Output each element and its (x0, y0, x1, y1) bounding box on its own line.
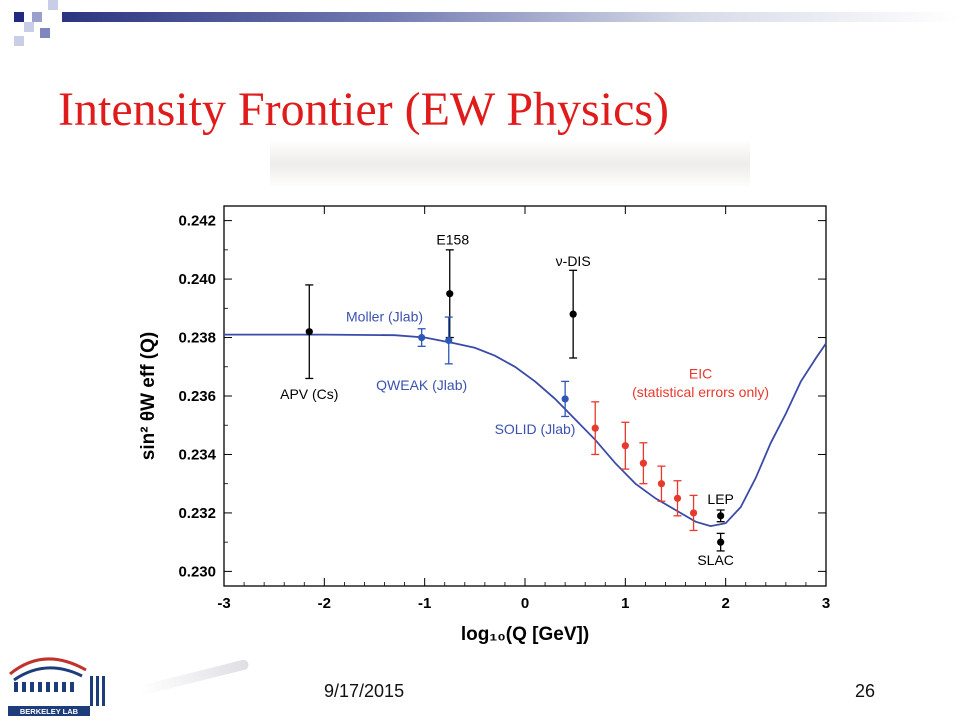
chart-annotation: Moller (Jlab) (346, 308, 423, 324)
chart-annotation: EIC (689, 365, 712, 381)
chart-annotation: SOLID (Jlab) (495, 421, 576, 437)
footer-date: 9/17/2015 (324, 681, 405, 701)
data-point (561, 395, 569, 403)
y-axis-label: sin² θW eff (Q) (138, 332, 159, 460)
annotations-group: E158 ν-DIS Moller (Jlab) APV (Cs) QWEAK (Jla… (280, 232, 769, 568)
y-tick-label: 0.242 (178, 213, 216, 230)
logo-graphic: BERKELEY LAB (8, 657, 105, 716)
berkeley-lab-logo: BERKELEY LAB (4, 640, 114, 725)
chart-annotation: E158 (436, 232, 469, 248)
page-number: 26 (855, 681, 876, 701)
slide-title: Intensity Frontier (EW Physics) (58, 83, 670, 136)
data-point (446, 290, 454, 298)
chart-annotation: QWEAK (Jlab) (376, 377, 467, 393)
y-tick-label: 0.238 (178, 330, 216, 347)
x-tick-label: -1 (418, 595, 431, 612)
chart-annotation: SLAC (697, 552, 734, 568)
data-point (717, 512, 725, 520)
chart-annotation: (statistical errors only) (632, 384, 769, 400)
data-point (569, 310, 577, 318)
chart-annotation: ν-DIS (556, 253, 591, 269)
x-tick-label: 2 (721, 595, 729, 612)
data-point (657, 480, 666, 488)
x-tick-label: 0 (521, 595, 529, 612)
x-tick-label: 3 (822, 595, 830, 612)
y-tick-label: 0.236 (178, 388, 216, 405)
corner-squares (14, 0, 58, 46)
chart-annotation: APV (Cs) (280, 386, 338, 402)
data-point (717, 538, 725, 546)
theory-curve-line (224, 333, 827, 528)
data-points-group (305, 249, 725, 552)
x-tick-label: 1 (621, 595, 629, 612)
header-bar (62, 12, 960, 22)
x-tick-label: -3 (217, 595, 230, 612)
corner-decoration (0, 0, 80, 60)
data-point (305, 328, 313, 336)
weak-mixing-angle-chart: -3 -2 -1 0 1 2 3 0.230 0.232 0.234 0.236 0.238 0.240… (110, 192, 850, 677)
y-tick-label: 0.232 (178, 505, 216, 522)
logo-text: BERKELEY LAB (20, 707, 79, 716)
y-tick-label: 0.234 (178, 446, 216, 463)
data-point (445, 336, 453, 345)
x-tick-label: -2 (318, 595, 331, 612)
x-axis-label: log₁₀(Q [GeV]) (461, 624, 589, 645)
background-watermark (270, 140, 750, 188)
y-tick-label: 0.230 (178, 563, 216, 580)
data-point (591, 424, 599, 432)
data-point (621, 442, 629, 450)
data-point (418, 333, 426, 342)
theory-curve-group (224, 333, 827, 528)
data-point (639, 459, 647, 467)
y-tick-label: 0.240 (178, 271, 216, 288)
data-point (673, 494, 682, 502)
chart-annotation: LEP (707, 491, 733, 507)
data-point (689, 509, 698, 517)
chart-svg: -3 -2 -1 0 1 2 3 0.230 0.232 0.234 0.236 0.238 0.240… (138, 205, 830, 645)
chart-axes: -3 -2 -1 0 1 2 3 0.230 0.232 0.234 0.236 0.238 0.240… (138, 205, 830, 645)
